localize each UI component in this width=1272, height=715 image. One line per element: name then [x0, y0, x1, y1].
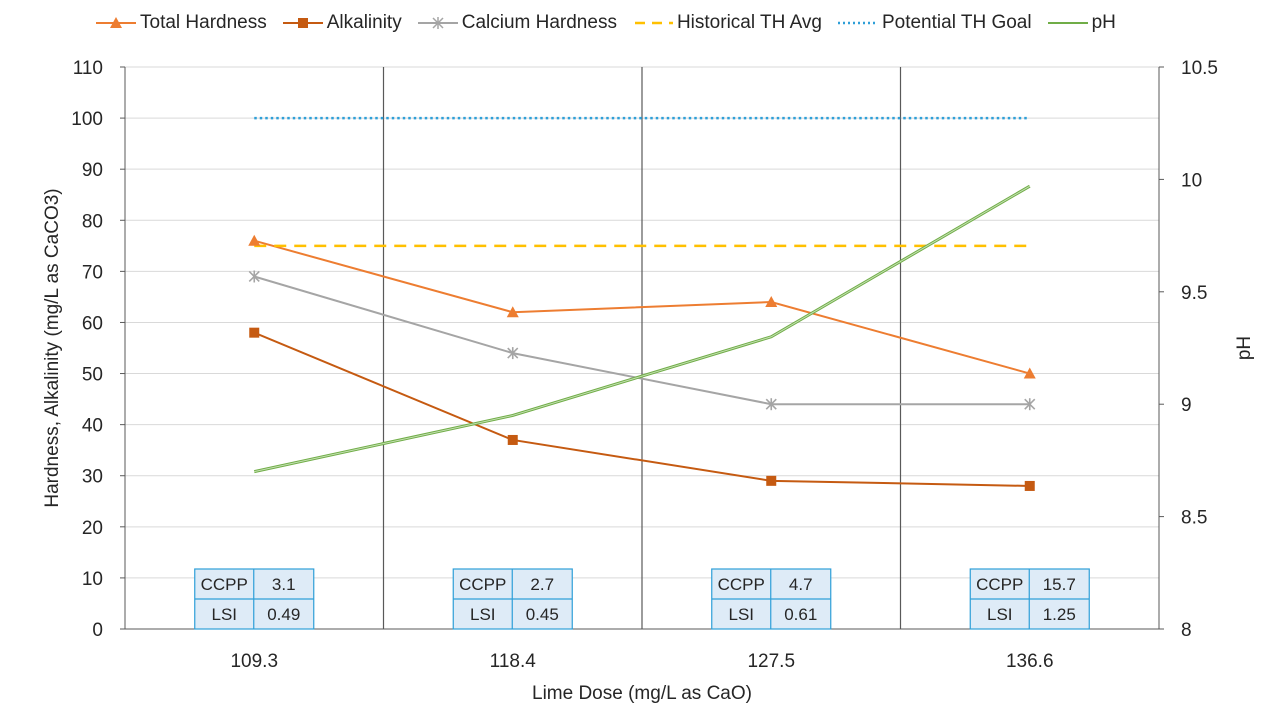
- y-tick-label: 80: [82, 211, 103, 232]
- lsi-value: 0.61: [784, 605, 817, 624]
- legend-item-calcium-hardness: Calcium Hardness: [417, 12, 617, 34]
- category-separators: [382, 67, 902, 629]
- data-point-calcium-hardness: [507, 347, 519, 360]
- series-line-total-hardness: [253, 239, 1031, 375]
- legend-item-total-hardness: Total Hardness: [96, 12, 267, 34]
- y2-axis-title: pH: [1234, 336, 1255, 360]
- ccpp-value: 4.7: [789, 575, 813, 594]
- data-point-total-hardness: [1023, 367, 1036, 379]
- y2-tick-label: 9.5: [1181, 283, 1207, 304]
- ccpp-label: CCPP: [976, 575, 1023, 594]
- y-tick-label: 10: [82, 569, 103, 590]
- data-point-calcium-hardness: [765, 398, 777, 411]
- x-tick-label: 136.6: [1006, 651, 1054, 672]
- legend-ph-label: pH: [1091, 12, 1116, 33]
- legend-potential-th-goal-icon: [837, 21, 878, 25]
- legend-alkalinity-label: Alkalinity: [326, 12, 402, 33]
- ccpp-label: CCPP: [718, 575, 765, 594]
- y-tick-label: 40: [82, 416, 103, 437]
- series-line-alkalinity: [253, 331, 1030, 487]
- y-tick-label: 30: [82, 467, 103, 488]
- y-tick-label: 0: [92, 620, 103, 641]
- y2-tick-label: 10: [1181, 170, 1202, 191]
- x-axis-title: Lime Dose (mg/L as CaO): [532, 683, 752, 704]
- x-tick-label: 109.3: [230, 651, 278, 672]
- legend-historical-th-avg-label: Historical TH Avg: [676, 12, 822, 33]
- legend: Total Hardness Alkalinity Calcium Hardne…: [96, 12, 1132, 34]
- legend-calcium-hardness-label: Calcium Hardness: [461, 12, 617, 33]
- data-point-total-hardness: [506, 306, 519, 318]
- x-tick-label: 127.5: [747, 651, 795, 672]
- y2-tick-label: 10.5: [1181, 58, 1218, 79]
- legend-item-potential-th-goal: Potential TH Goal: [837, 12, 1032, 34]
- legend-total-hardness-label: Total Hardness: [140, 12, 267, 33]
- data-point-calcium-hardness: [248, 270, 260, 283]
- lsi-value: 0.45: [526, 605, 559, 624]
- legend-potential-th-goal-label: Potential TH Goal: [881, 12, 1032, 33]
- lsi-label: LSI: [987, 605, 1013, 624]
- ccpp-label: CCPP: [459, 575, 506, 594]
- y-tick-label: 110: [73, 58, 103, 79]
- data-point-alkalinity: [507, 434, 518, 445]
- ccpp-value: 2.7: [530, 575, 554, 594]
- y-tick-label: 50: [82, 365, 103, 386]
- legend-ph-icon: [1047, 22, 1088, 24]
- lsi-label: LSI: [470, 605, 496, 624]
- data-point-alkalinity: [766, 475, 777, 486]
- data-point-alkalinity: [1024, 480, 1035, 491]
- y-tick-label: 100: [71, 109, 103, 130]
- y2-tick-label: 9: [1181, 395, 1192, 416]
- legend-historical-th-avg-icon: [634, 21, 673, 25]
- lsi-label: LSI: [211, 605, 237, 624]
- ccpp-value: 15.7: [1043, 575, 1076, 594]
- series-lines: [253, 116, 1031, 487]
- data-point-total-hardness: [248, 234, 261, 246]
- series-line-ph: [254, 185, 1031, 473]
- y-axis-title: Hardness, Alkalinity (mg/L as CaCO3): [42, 188, 63, 507]
- x-tick-label: 118.4: [490, 651, 537, 672]
- data-point-calcium-hardness: [1024, 398, 1036, 411]
- legend-item-ph: pH: [1047, 12, 1116, 34]
- lsi-value: 0.49: [267, 605, 300, 624]
- y-tick-label: 20: [82, 518, 103, 539]
- ccpp-value: 3.1: [272, 575, 296, 594]
- y2-tick-label: 8: [1181, 620, 1192, 641]
- annotation-boxes: CCPP 3.1 LSI 0.49 CCPP 2.7 LSI 0.45 CCPP 4.7 LSI 0.…: [194, 568, 1090, 630]
- ccpp-label: CCPP: [201, 575, 248, 594]
- y-tick-label: 70: [82, 262, 103, 283]
- data-point-alkalinity: [249, 327, 260, 338]
- series-line-calcium-hardness: [253, 275, 1030, 406]
- series-markers: [248, 234, 1036, 491]
- y-tick-label: 60: [82, 313, 103, 334]
- data-point-total-hardness: [765, 296, 778, 308]
- legend-alkalinity-icon: [282, 18, 323, 28]
- axis-labels: 0 10 20 30 40 50 60 70 80 90 100 110 8 8.5 9 9.5 10 10.5 1…: [42, 58, 1255, 704]
- legend-calcium-hardness-icon: [417, 17, 458, 29]
- y2-tick-label: 8.5: [1181, 508, 1207, 529]
- lsi-value: 1.25: [1043, 605, 1076, 624]
- legend-item-historical-th-avg: Historical TH Avg: [633, 12, 822, 34]
- lsi-label: LSI: [728, 605, 754, 624]
- legend-total-hardness-icon: [96, 17, 136, 28]
- y-tick-label: 90: [82, 160, 103, 181]
- legend-item-alkalinity: Alkalinity: [282, 12, 402, 34]
